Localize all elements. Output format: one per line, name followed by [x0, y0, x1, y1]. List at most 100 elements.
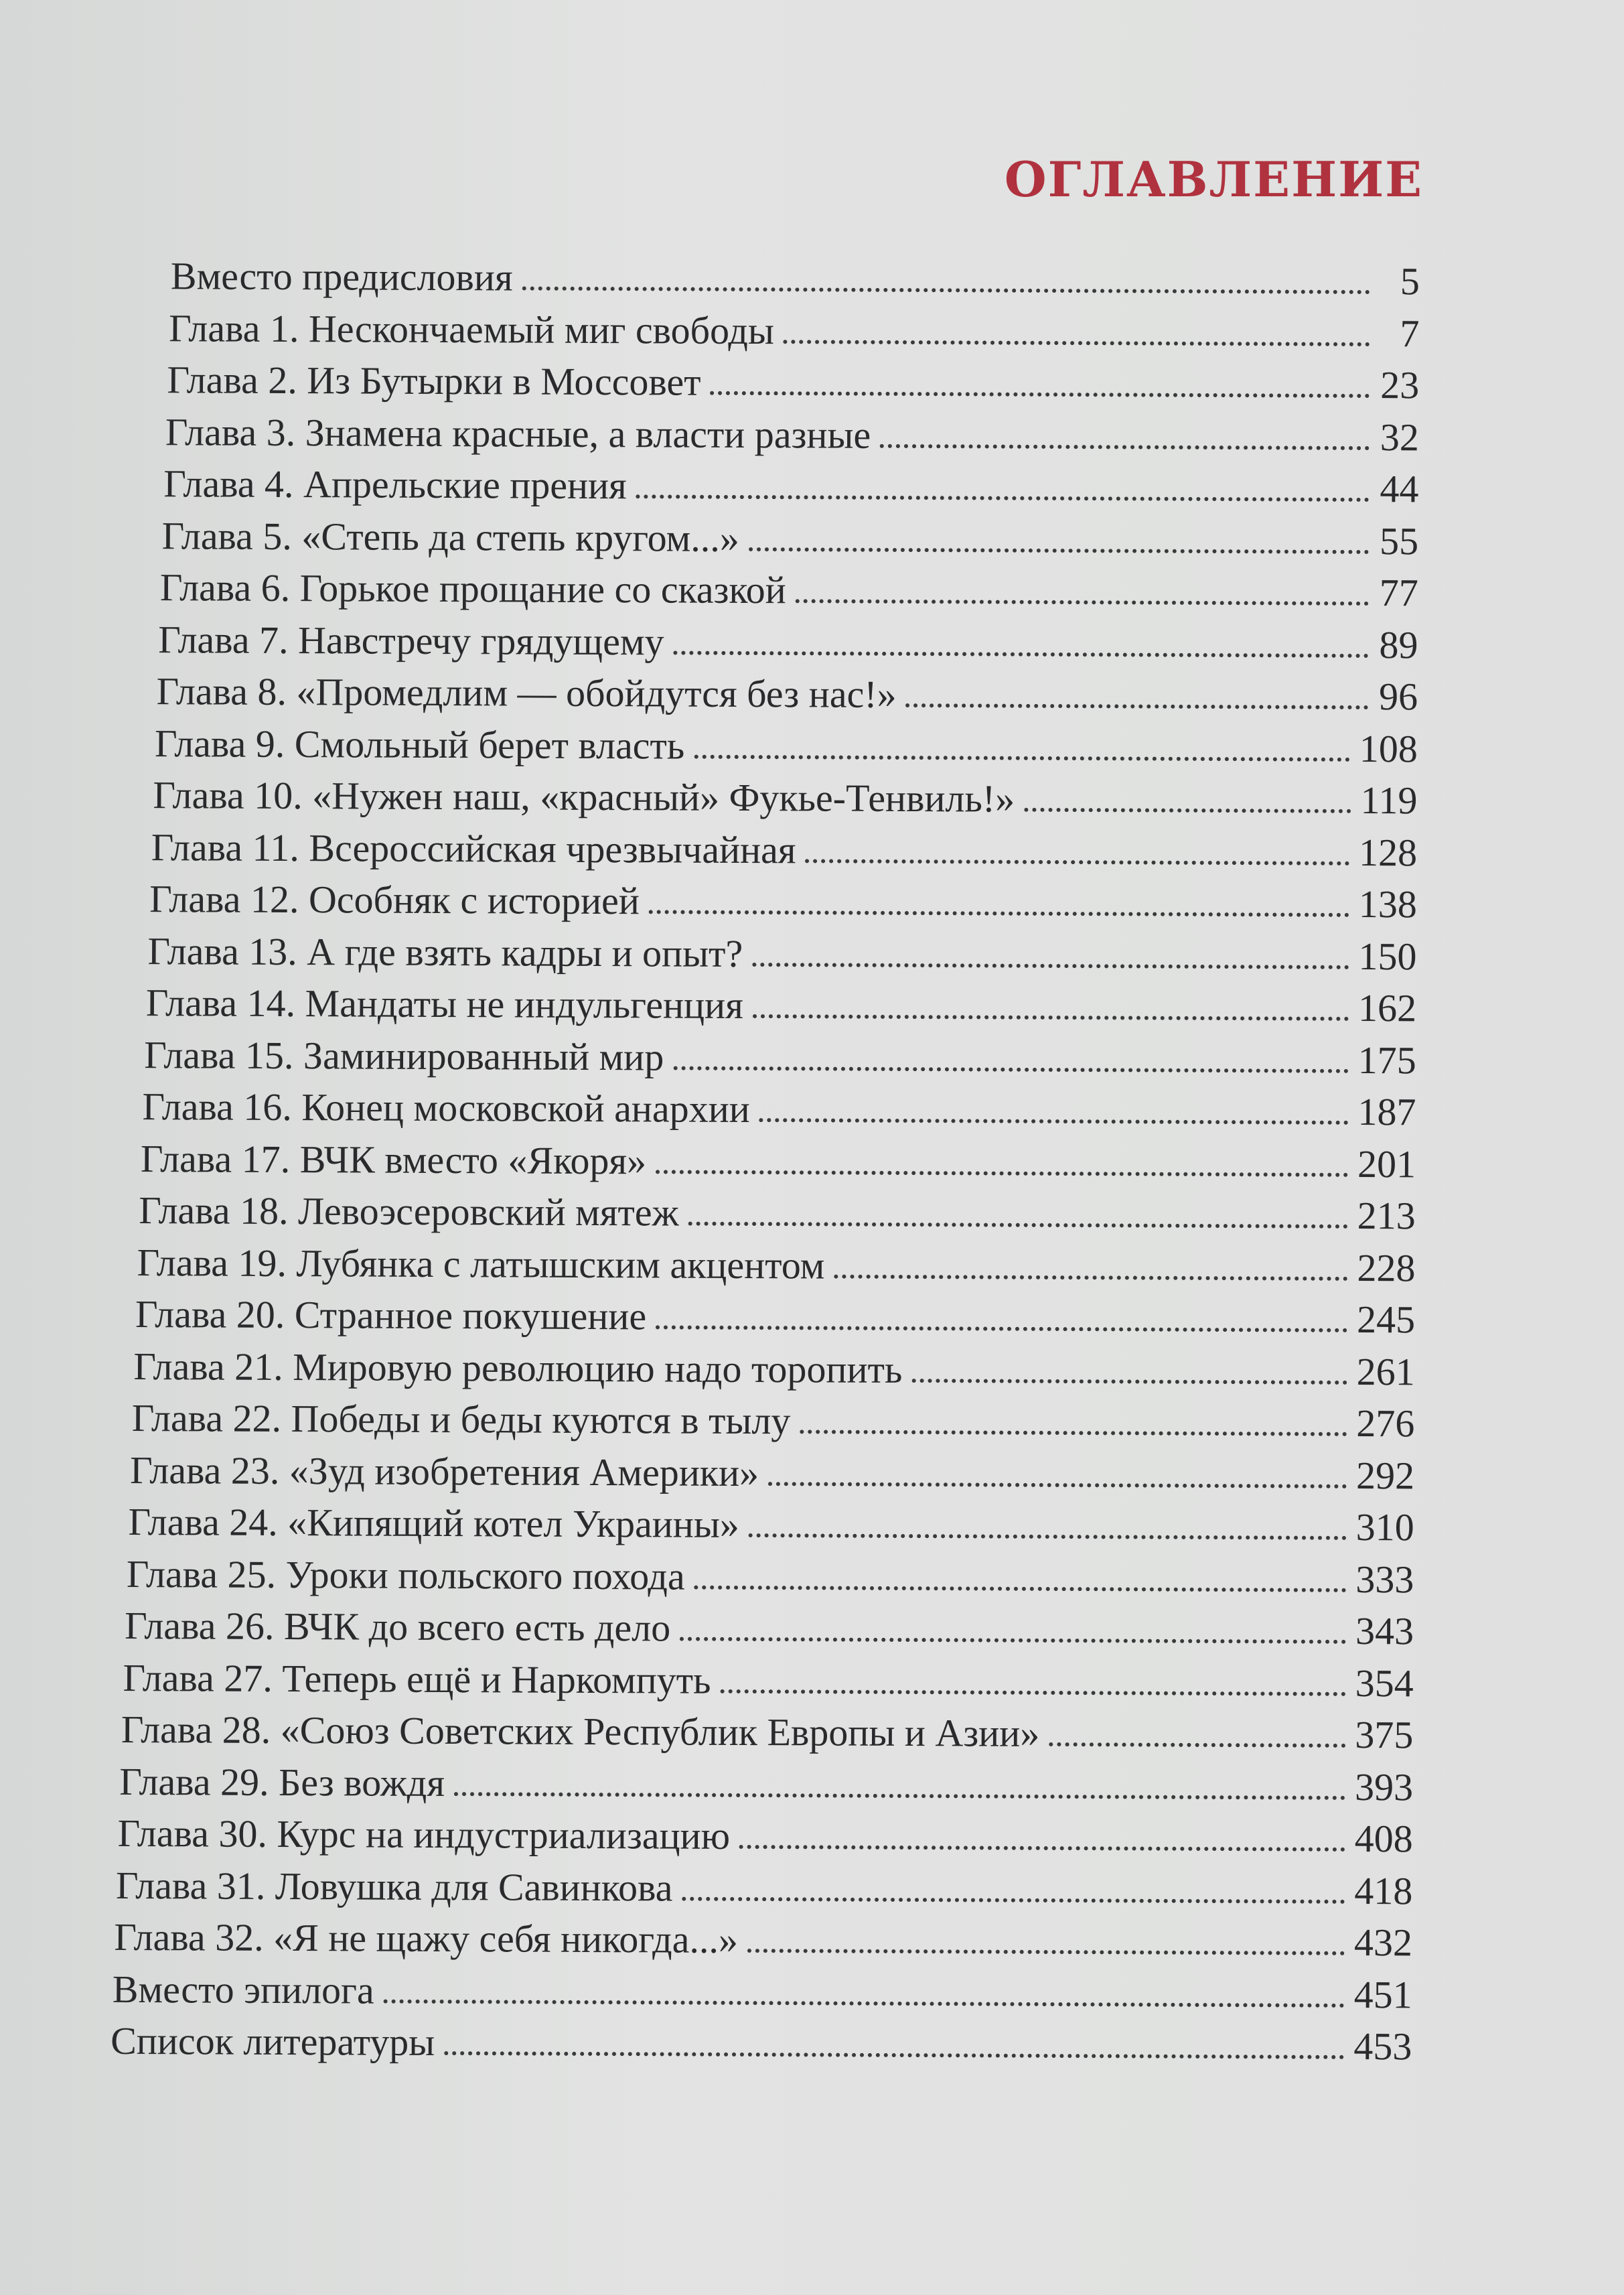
toc-entry: Глава 5. «Степь да степь кругом...» 55 [161, 513, 1419, 571]
toc-entry-page: 213 [1357, 1193, 1416, 1238]
toc-entry-page: 44 [1380, 467, 1419, 511]
toc-entry-title: Глава 4. Апрельские прения [163, 462, 627, 508]
toc-entry: Глава 12. Особняк с историей 138 [149, 876, 1417, 934]
toc-entry: Глава 15. Заминированный мир 175 [144, 1032, 1416, 1090]
dot-leader [911, 1378, 1347, 1385]
toc-entry-page: 333 [1355, 1557, 1414, 1601]
toc-entry-title: Вместо эпилога [112, 1967, 374, 2012]
toc-entry: Глава 7. Навстречу грядущему 89 [158, 617, 1418, 675]
toc-entry-title: Глава 24. «Кипящий котел Украины» [128, 1499, 740, 1546]
toc-entry: Глава 3. Знамена красные, а власти разны… [165, 409, 1419, 467]
toc-entry: Глава 6. Горькое прощание со сказкой 77 [160, 565, 1418, 622]
toc-entry: Глава 11. Всероссийская чрезвычайная 128 [151, 825, 1418, 882]
dot-leader [682, 1896, 1345, 1904]
toc-entry-title: Глава 16. Конец московской анархии [142, 1085, 750, 1131]
toc-entry-title: Глава 17. ВЧК вместо «Якоря» [140, 1136, 647, 1182]
toc-entry: Глава 23. «Зуд изобретения Америки» 292 [130, 1447, 1414, 1505]
toc-entry-page: 261 [1356, 1349, 1415, 1393]
dot-leader [636, 494, 1370, 502]
toc-entry-title: Глава 27. Теперь ещё и Наркомпуть [123, 1655, 711, 1702]
dot-leader [752, 1014, 1349, 1021]
dot-leader [752, 962, 1349, 969]
dot-leader [656, 1325, 1348, 1332]
toc-entry-page: 228 [1357, 1245, 1416, 1290]
toc-entry: Глава 18. Левоэсеровский мятеж 213 [139, 1188, 1416, 1245]
dot-leader [453, 1791, 1345, 1800]
dot-leader [805, 858, 1350, 865]
toc-entry: Глава 17. ВЧК вместо «Якоря» 201 [141, 1136, 1416, 1194]
dot-leader [783, 339, 1370, 346]
toc-entry-page: 201 [1357, 1141, 1416, 1186]
dot-leader [739, 1844, 1345, 1852]
toc-entry-title: Глава 3. Знамена красные, а власти разны… [165, 409, 871, 457]
toc-entry: Глава 19. Лубянка с латышским акцентом 22… [137, 1240, 1416, 1298]
toc-entry-page: 108 [1359, 726, 1418, 770]
toc-entry-page: 96 [1378, 675, 1418, 719]
toc-entry-title: Глава 15. Заминированный мир [144, 1032, 664, 1079]
toc-entry: Глава 29. Без вождя 393 [119, 1758, 1413, 1816]
toc-entry-title: Вместо предисловия [170, 254, 513, 299]
toc-entry-page: 162 [1357, 985, 1417, 1030]
toc-entry-page: 354 [1355, 1661, 1414, 1705]
toc-entry-page: 138 [1358, 882, 1417, 926]
toc-entry-title: Глава 25. Уроки польского похода [126, 1551, 685, 1598]
dot-leader [673, 650, 1369, 658]
dot-leader [834, 1274, 1348, 1281]
dot-leader [748, 547, 1370, 554]
toc-entry: Глава 24. «Кипящий котел Украины» 310 [128, 1499, 1414, 1557]
toc-entry: Глава 31. Ловушка для Савинкова 418 [116, 1862, 1413, 1920]
dot-leader [522, 286, 1370, 295]
dot-leader [648, 910, 1349, 917]
dot-leader [688, 1221, 1348, 1229]
toc-entry-page: 418 [1354, 1868, 1413, 1912]
toc-entry-title: Глава 23. «Зуд изобретения Америки» [130, 1448, 759, 1494]
toc-entry: Глава 4. Апрельские прения 44 [163, 461, 1419, 518]
toc-entry-page: 5 [1400, 259, 1420, 303]
dot-leader [694, 754, 1350, 762]
toc-entry: Глава 13. А где взять кадры и опыт? 150 [147, 928, 1416, 986]
toc-entry-page: 23 [1380, 363, 1420, 407]
toc-entry: Глава 26. ВЧК до всего есть дело 343 [125, 1603, 1414, 1661]
dot-leader [656, 1169, 1349, 1177]
dot-leader [795, 599, 1369, 606]
toc-entry-title: Глава 2. Из Бутырки в Моссовет [167, 358, 701, 404]
toc-entry-title: Глава 7. Навстречу грядущему [158, 617, 664, 663]
toc-entry: Вместо эпилога 451 [113, 1966, 1412, 2024]
dot-leader [673, 1066, 1349, 1073]
table-of-contents: Вместо предисловия 5 Глава 1. Нескончаемый… [110, 253, 1420, 2076]
toc-entry-page: 310 [1355, 1505, 1414, 1549]
toc-entry-title: Глава 32. «Я не щажу себя никогда...» [114, 1915, 739, 1961]
toc-entry: Глава 32. «Я не щажу себя никогда...» 432 [114, 1915, 1412, 1972]
toc-entry-title: Глава 29. Без вождя [119, 1759, 445, 1805]
dot-leader [905, 703, 1369, 710]
toc-entry-page: 77 [1379, 571, 1418, 615]
toc-entry-page: 375 [1355, 1712, 1414, 1757]
toc-entry-title: Глава 28. «Союз Советских Республик Евро… [121, 1707, 1040, 1755]
toc-entry-title: Глава 8. «Промедлим — обойдутся без нас!… [156, 669, 897, 716]
dot-leader [768, 1481, 1347, 1488]
dot-leader [800, 1430, 1347, 1436]
toc-entry-page: 55 [1380, 518, 1419, 563]
toc-entry-title: Глава 14. Мандаты не индульгенция [145, 981, 743, 1027]
toc-entry-title: Глава 19. Лубянка с латышским акцентом [137, 1240, 825, 1288]
toc-entry: Глава 20. Странное покушение 245 [135, 1292, 1415, 1349]
toc-entry: Глава 9. Смольный берет власть 108 [155, 721, 1418, 778]
toc-entry-page: 453 [1353, 2024, 1412, 2069]
toc-entry: Глава 14. Мандаты не индульгенция 162 [146, 980, 1417, 1038]
dot-leader [747, 1949, 1345, 1955]
toc-entry: Глава 8. «Промедлим — обойдутся без нас!… [157, 669, 1418, 726]
toc-entry-page: 393 [1354, 1764, 1414, 1809]
dot-leader [680, 1637, 1346, 1644]
toc-entry-page: 343 [1355, 1608, 1414, 1653]
dot-leader [720, 1689, 1346, 1696]
toc-entry-page: 7 [1400, 311, 1420, 355]
toc-entry-title: Глава 5. «Степь да степь кругом...» [161, 513, 739, 560]
toc-entry-title: Глава 13. А где взять кадры и опыт? [147, 928, 743, 975]
toc-entry-page: 150 [1358, 934, 1417, 978]
toc-entry-page: 128 [1358, 830, 1418, 874]
toc-entry: Глава 16. Конец московской анархии 187 [142, 1084, 1416, 1141]
toc-entry-title: Глава 11. Всероссийская чрезвычайная [151, 825, 796, 872]
toc-entry-title: Глава 20. Странное покушение [135, 1292, 647, 1338]
toc-entry: Глава 22. Победы и беды куются в тылу 276 [132, 1395, 1415, 1453]
toc-entry-title: Глава 30. Курс на индустриализацию [117, 1811, 731, 1858]
